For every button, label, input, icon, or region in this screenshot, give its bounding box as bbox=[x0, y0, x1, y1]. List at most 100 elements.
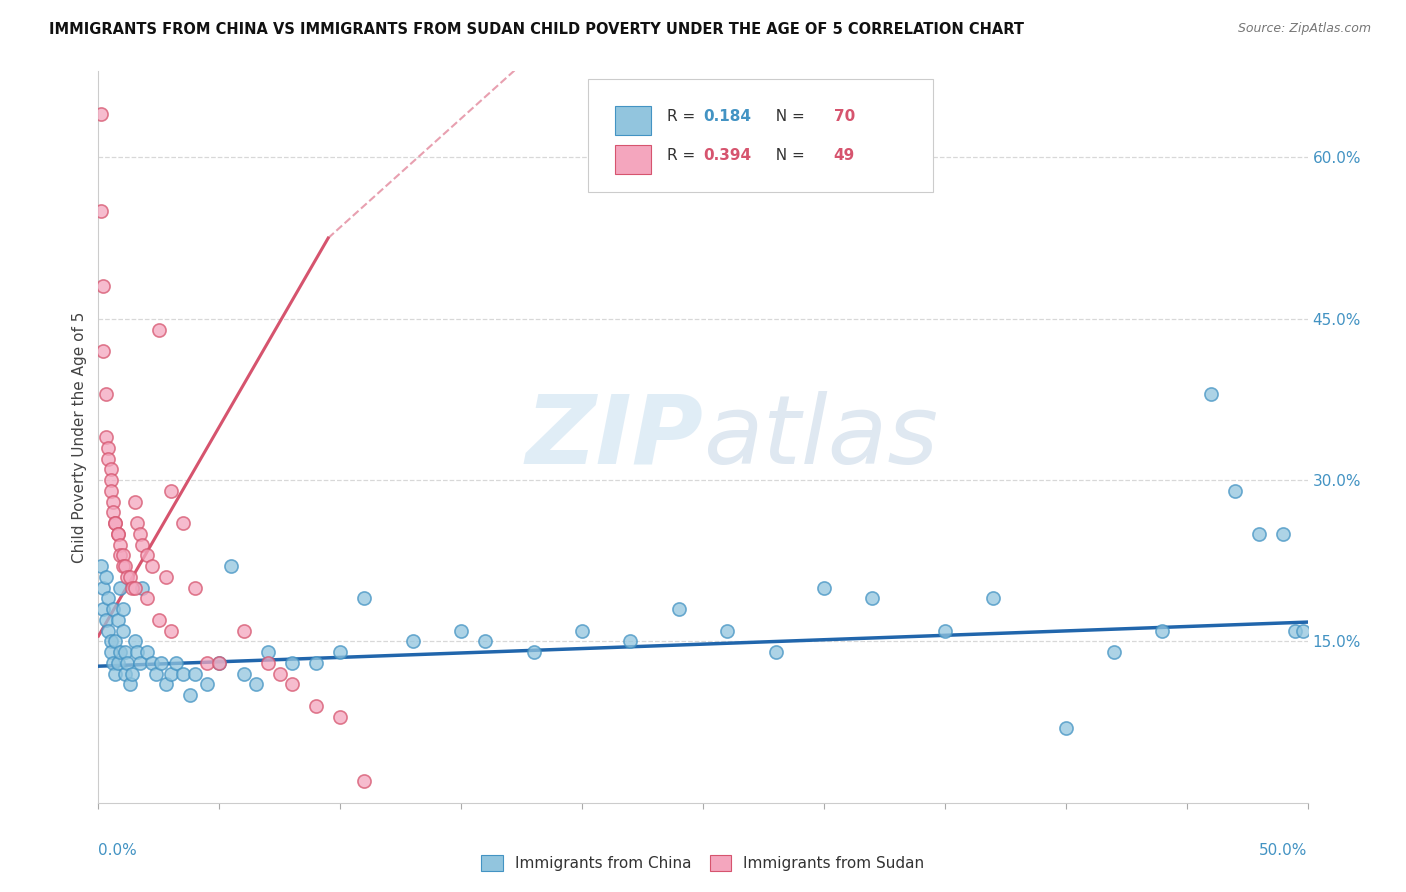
Point bbox=[124, 581, 146, 595]
Text: R =: R = bbox=[666, 109, 700, 124]
Point bbox=[104, 516, 127, 530]
Point bbox=[124, 494, 146, 508]
Text: atlas: atlas bbox=[703, 391, 938, 483]
Point bbox=[148, 613, 170, 627]
Point bbox=[208, 656, 231, 670]
Point bbox=[127, 645, 149, 659]
Point bbox=[353, 774, 375, 789]
Point bbox=[108, 645, 131, 659]
Point bbox=[523, 645, 546, 659]
Point bbox=[256, 656, 278, 670]
Point bbox=[128, 527, 150, 541]
Point bbox=[97, 624, 120, 638]
Point bbox=[91, 344, 114, 359]
Point bbox=[1284, 624, 1306, 638]
Point bbox=[94, 570, 117, 584]
Point bbox=[111, 559, 134, 574]
Point bbox=[108, 581, 131, 595]
Point bbox=[108, 549, 131, 563]
Point bbox=[141, 656, 163, 670]
Point bbox=[94, 430, 117, 444]
Point bbox=[101, 494, 124, 508]
Point bbox=[131, 581, 153, 595]
Point bbox=[256, 645, 278, 659]
Point bbox=[1152, 624, 1174, 638]
Legend: Immigrants from China, Immigrants from Sudan: Immigrants from China, Immigrants from S… bbox=[475, 849, 931, 877]
Point bbox=[221, 559, 243, 574]
Text: 49: 49 bbox=[834, 148, 855, 163]
Point bbox=[1272, 527, 1295, 541]
Point bbox=[104, 666, 127, 681]
Point bbox=[141, 559, 163, 574]
Point bbox=[179, 688, 201, 702]
Point bbox=[195, 677, 218, 691]
Point bbox=[145, 666, 167, 681]
Point bbox=[184, 581, 207, 595]
Point bbox=[150, 656, 173, 670]
Point bbox=[981, 591, 1004, 606]
Point bbox=[1223, 483, 1246, 498]
Point bbox=[668, 602, 690, 616]
Point bbox=[329, 710, 352, 724]
Point bbox=[135, 549, 157, 563]
Point bbox=[1054, 721, 1077, 735]
FancyBboxPatch shape bbox=[614, 145, 651, 174]
Point bbox=[232, 666, 254, 681]
Point bbox=[305, 698, 328, 713]
Point bbox=[121, 581, 143, 595]
Point bbox=[104, 634, 127, 648]
Point bbox=[97, 591, 120, 606]
Point bbox=[104, 516, 127, 530]
Point bbox=[128, 656, 150, 670]
Point bbox=[91, 279, 114, 293]
Point bbox=[148, 322, 170, 336]
Point bbox=[1249, 527, 1271, 541]
Point bbox=[111, 624, 134, 638]
Text: N =: N = bbox=[766, 148, 810, 163]
Point bbox=[716, 624, 738, 638]
Point bbox=[100, 645, 122, 659]
Point bbox=[155, 570, 177, 584]
Point bbox=[474, 634, 496, 648]
Point bbox=[281, 677, 304, 691]
Point bbox=[131, 538, 153, 552]
Point bbox=[111, 549, 134, 563]
Point bbox=[1292, 624, 1315, 638]
Point bbox=[353, 591, 375, 606]
Text: 70: 70 bbox=[834, 109, 855, 124]
Point bbox=[101, 505, 124, 519]
Point bbox=[160, 624, 183, 638]
Point bbox=[172, 666, 194, 681]
Point bbox=[208, 656, 231, 670]
Point bbox=[765, 645, 787, 659]
Point bbox=[135, 591, 157, 606]
Point bbox=[232, 624, 254, 638]
Point bbox=[91, 602, 114, 616]
Text: 0.394: 0.394 bbox=[703, 148, 751, 163]
Point bbox=[813, 581, 835, 595]
Point bbox=[117, 570, 139, 584]
Point bbox=[1199, 387, 1222, 401]
Point bbox=[195, 656, 218, 670]
Point bbox=[135, 645, 157, 659]
Point bbox=[160, 666, 183, 681]
Point bbox=[101, 602, 124, 616]
Point bbox=[90, 559, 112, 574]
Point bbox=[305, 656, 328, 670]
Point bbox=[90, 204, 112, 219]
Point bbox=[91, 581, 114, 595]
Point bbox=[114, 559, 136, 574]
Point bbox=[127, 516, 149, 530]
Text: 0.0%: 0.0% bbox=[98, 843, 138, 858]
Point bbox=[934, 624, 956, 638]
Point bbox=[450, 624, 472, 638]
Point bbox=[329, 645, 352, 659]
Point bbox=[160, 483, 183, 498]
Text: IMMIGRANTS FROM CHINA VS IMMIGRANTS FROM SUDAN CHILD POVERTY UNDER THE AGE OF 5 : IMMIGRANTS FROM CHINA VS IMMIGRANTS FROM… bbox=[49, 22, 1024, 37]
Point bbox=[111, 602, 134, 616]
Text: R =: R = bbox=[666, 148, 700, 163]
Point bbox=[860, 591, 883, 606]
Point bbox=[100, 462, 122, 476]
Point bbox=[619, 634, 641, 648]
Text: 50.0%: 50.0% bbox=[1260, 843, 1308, 858]
